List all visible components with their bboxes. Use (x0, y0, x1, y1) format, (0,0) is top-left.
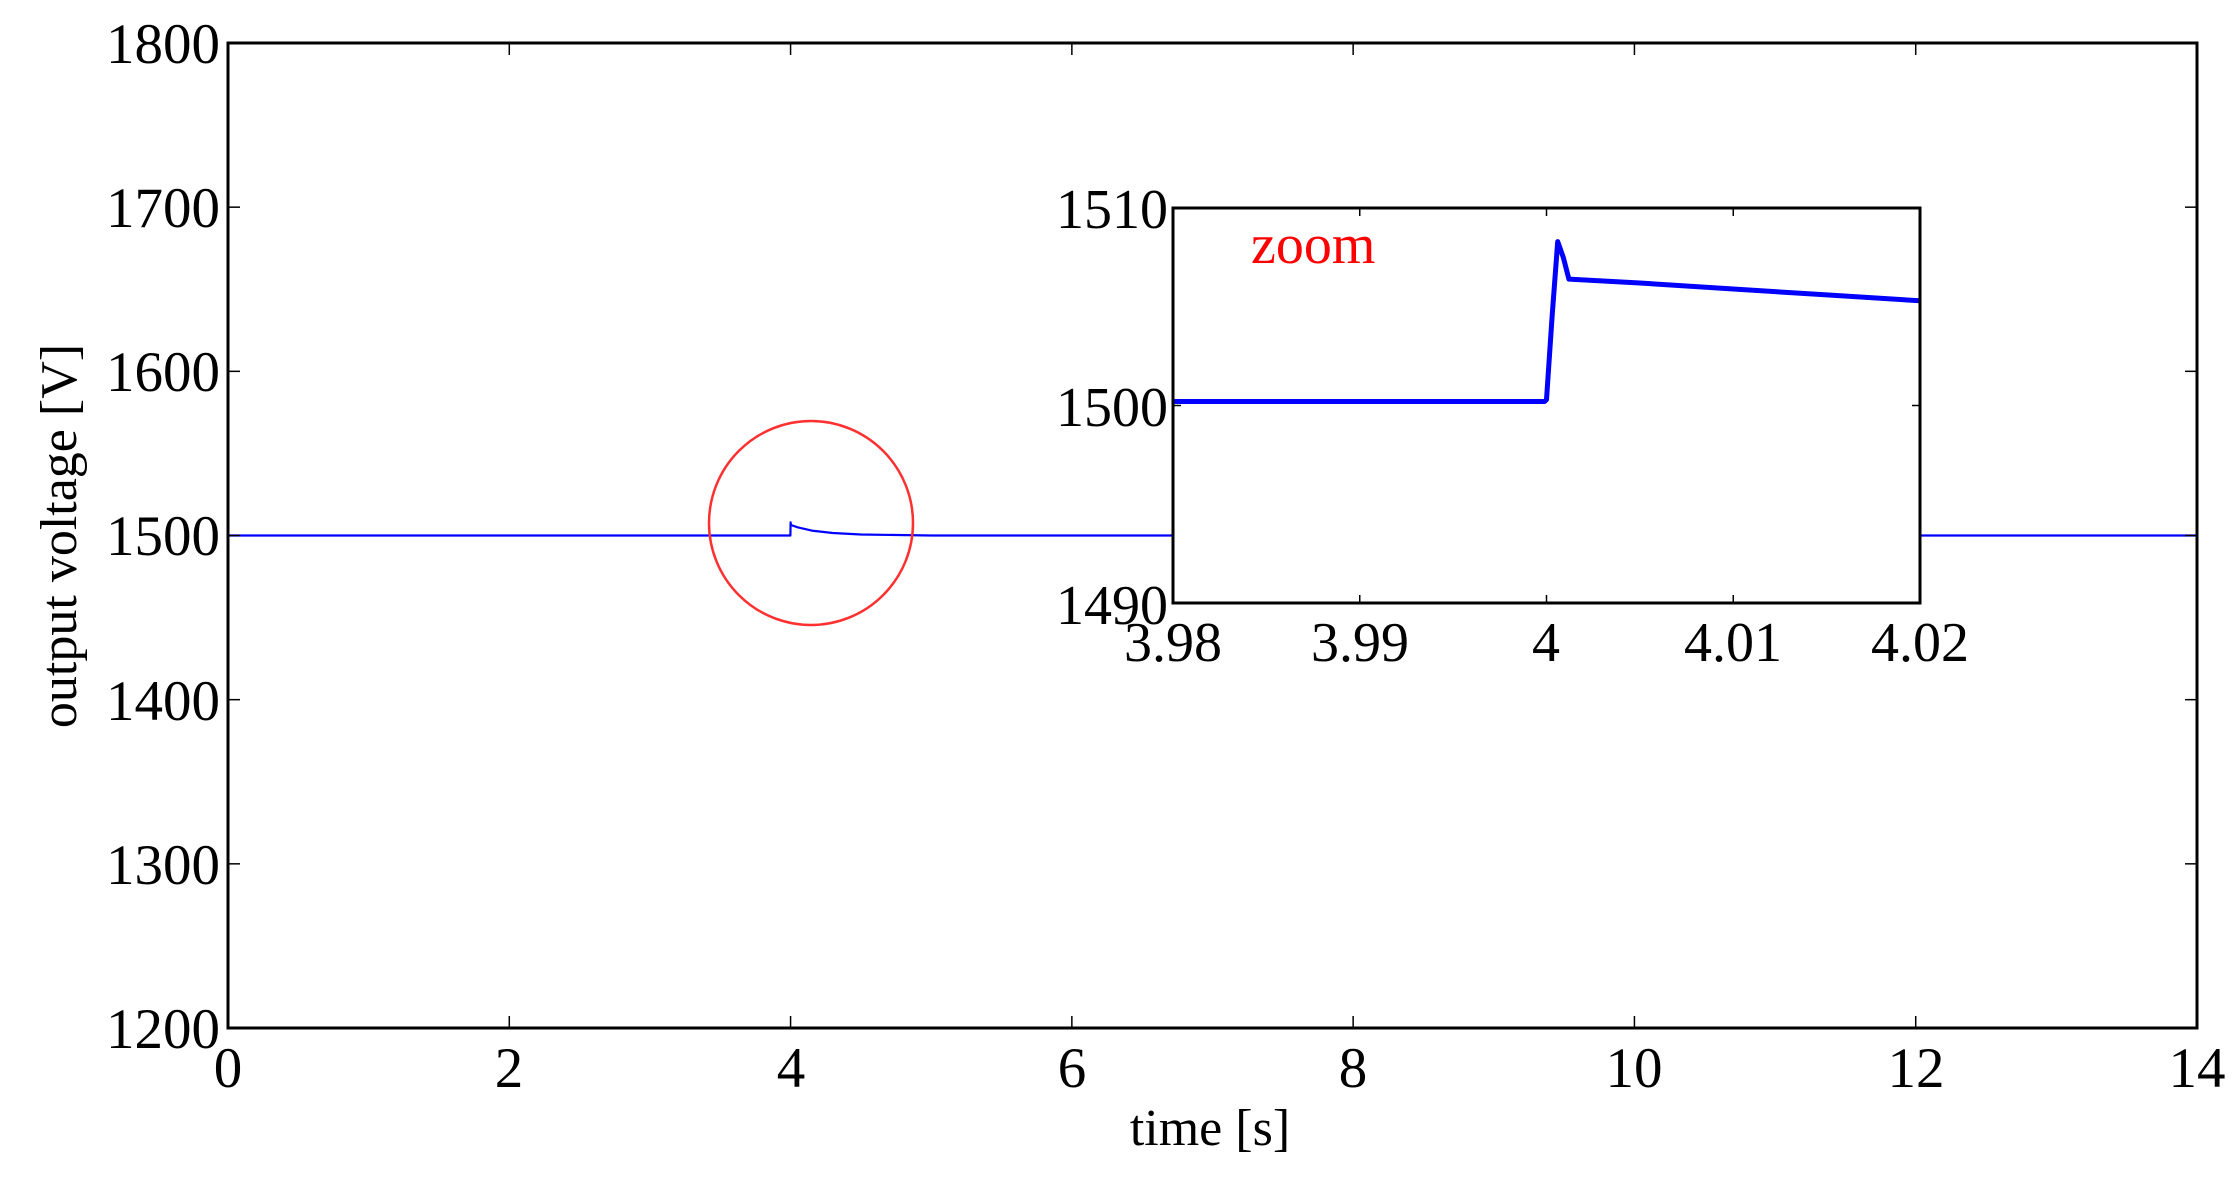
inset-x-tick-label-4.01: 4.01 (1684, 612, 1782, 674)
inset-tick-marks (1172, 207, 1921, 604)
y-tick-label-1600: 1600 (106, 341, 220, 404)
inset-y-tick-label-1510: 1510 (1056, 179, 1168, 241)
main-axes: 1200 1300 1400 1500 1600 1700 1800 0 2 4… (31, 13, 2226, 1157)
inset-background (1173, 208, 1920, 603)
inset-x-tick-label-3.98: 3.98 (1124, 612, 1222, 674)
inset-y-tick-label-1490: 1490 (1056, 575, 1168, 637)
x-tick-label-4: 4 (777, 1037, 806, 1100)
x-tick-label-14: 14 (2169, 1037, 2226, 1100)
y-tick-label-1200: 1200 (106, 998, 220, 1061)
y-tick-label-1300: 1300 (106, 834, 220, 897)
x-axis-label: time [s] (1130, 1100, 1290, 1157)
inset-x-tick-label-3.99: 3.99 (1311, 612, 1409, 674)
inset-x-tick-label-4: 4 (1532, 612, 1560, 674)
x-tick-label-12: 12 (1888, 1037, 1945, 1100)
inset-x-tick-label-4.02: 4.02 (1871, 612, 1969, 674)
highlight-circle (707, 419, 915, 627)
y-tick-label-1400: 1400 (106, 670, 220, 733)
y-axis-label: output voltage [V] (31, 344, 88, 728)
y-tick-label-1500: 1500 (106, 505, 220, 568)
x-tick-label-0: 0 (214, 1037, 243, 1100)
x-tick-label-10: 10 (1606, 1037, 1663, 1100)
y-tick-label-1700: 1700 (106, 177, 220, 240)
inset-y-tick-label-1500: 1500 (1056, 377, 1168, 439)
x-tick-label-6: 6 (1058, 1037, 1087, 1100)
inset-voltage-line (1173, 239, 1921, 404)
y-tick-label-1800: 1800 (106, 13, 220, 76)
series-line (1173, 239, 1921, 404)
inset-axes: zoom 1490 1500 1510 3.98 3.99 4 4.01 4.0… (1056, 179, 1969, 674)
zoom-annotation: zoom (1251, 214, 1375, 276)
x-tick-label-8: 8 (1339, 1037, 1368, 1100)
main-tick-marks (227, 42, 2198, 1029)
x-tick-label-2: 2 (495, 1037, 524, 1100)
